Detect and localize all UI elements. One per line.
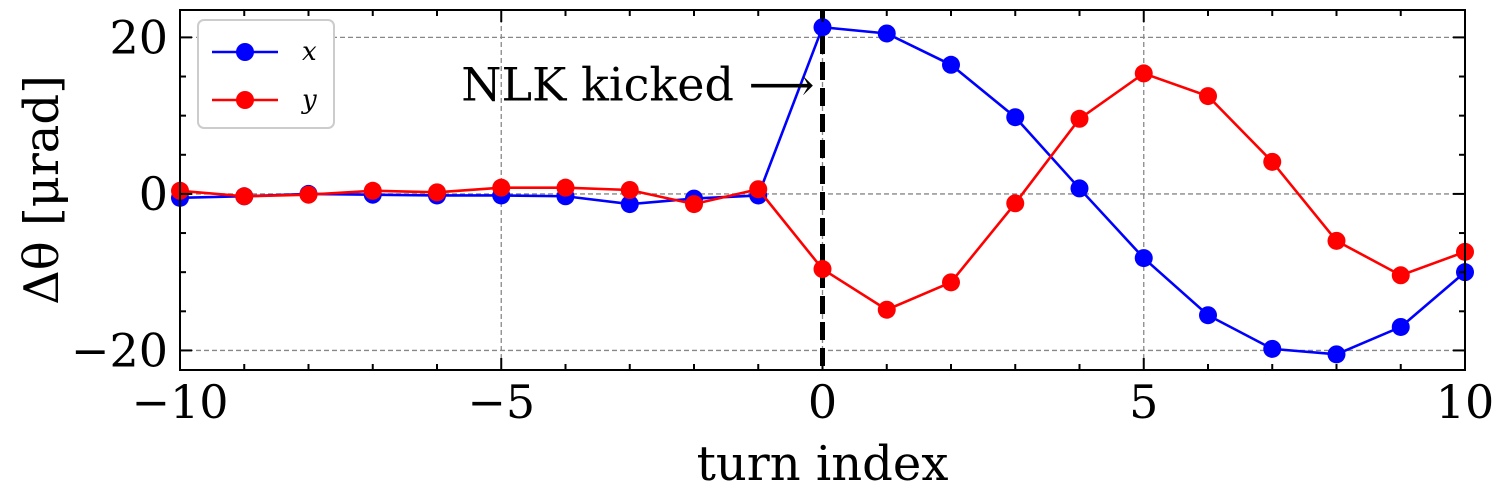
data-point-x <box>1199 306 1217 325</box>
annotation-nlk-kicked: NLK kicked ⟶ <box>461 57 814 111</box>
x-tick-label: −5 <box>467 375 535 429</box>
data-point-y <box>685 195 703 214</box>
legend: xy <box>197 19 335 129</box>
data-point-y <box>1327 231 1346 250</box>
data-point-x <box>1070 179 1089 198</box>
legend-marker-x <box>236 43 254 61</box>
x-tick-label: 0 <box>808 375 837 429</box>
data-point-y <box>299 185 318 204</box>
x-tick-label: −10 <box>131 375 228 429</box>
y-tick-label: −20 <box>71 323 168 377</box>
series-group <box>171 18 1474 364</box>
data-point-y <box>1199 87 1217 106</box>
data-point-y <box>428 183 446 202</box>
legend-label-y: y <box>301 85 317 115</box>
data-point-x <box>1263 339 1282 358</box>
data-point-x <box>877 24 896 43</box>
data-point-y <box>1263 152 1282 171</box>
data-point-y <box>942 273 960 292</box>
data-point-y <box>813 260 832 279</box>
tick-labels: −10 −5 0 5 10 −20 0 20 <box>71 10 1494 429</box>
data-point-x <box>1391 317 1410 336</box>
data-point-y <box>556 178 575 197</box>
data-point-y <box>363 181 382 200</box>
data-point-x <box>1006 108 1025 127</box>
data-point-y <box>235 187 254 206</box>
y-tick-label: 20 <box>109 10 168 64</box>
x-axis-label: turn index <box>697 436 949 492</box>
ticks <box>179 10 1466 370</box>
x-tick-label: 5 <box>1129 375 1158 429</box>
data-point-y <box>1134 64 1153 83</box>
x-tick-label: 10 <box>1436 375 1495 429</box>
data-point-y <box>1070 109 1089 128</box>
data-point-x <box>620 195 639 214</box>
data-point-y <box>1391 266 1410 285</box>
legend-label-x: x <box>302 37 317 67</box>
legend-marker-y <box>236 91 254 109</box>
data-point-x <box>1327 345 1346 364</box>
data-point-x <box>813 18 832 37</box>
data-point-y <box>749 180 768 199</box>
data-point-x <box>1134 249 1153 268</box>
y-tick-label: 0 <box>139 167 168 221</box>
data-point-x <box>942 55 960 74</box>
y-axis-label: Δθ [μrad] <box>14 75 70 305</box>
data-point-y <box>492 178 511 197</box>
data-point-y <box>1006 194 1025 213</box>
data-point-y <box>620 181 639 199</box>
data-point-y <box>877 300 896 319</box>
